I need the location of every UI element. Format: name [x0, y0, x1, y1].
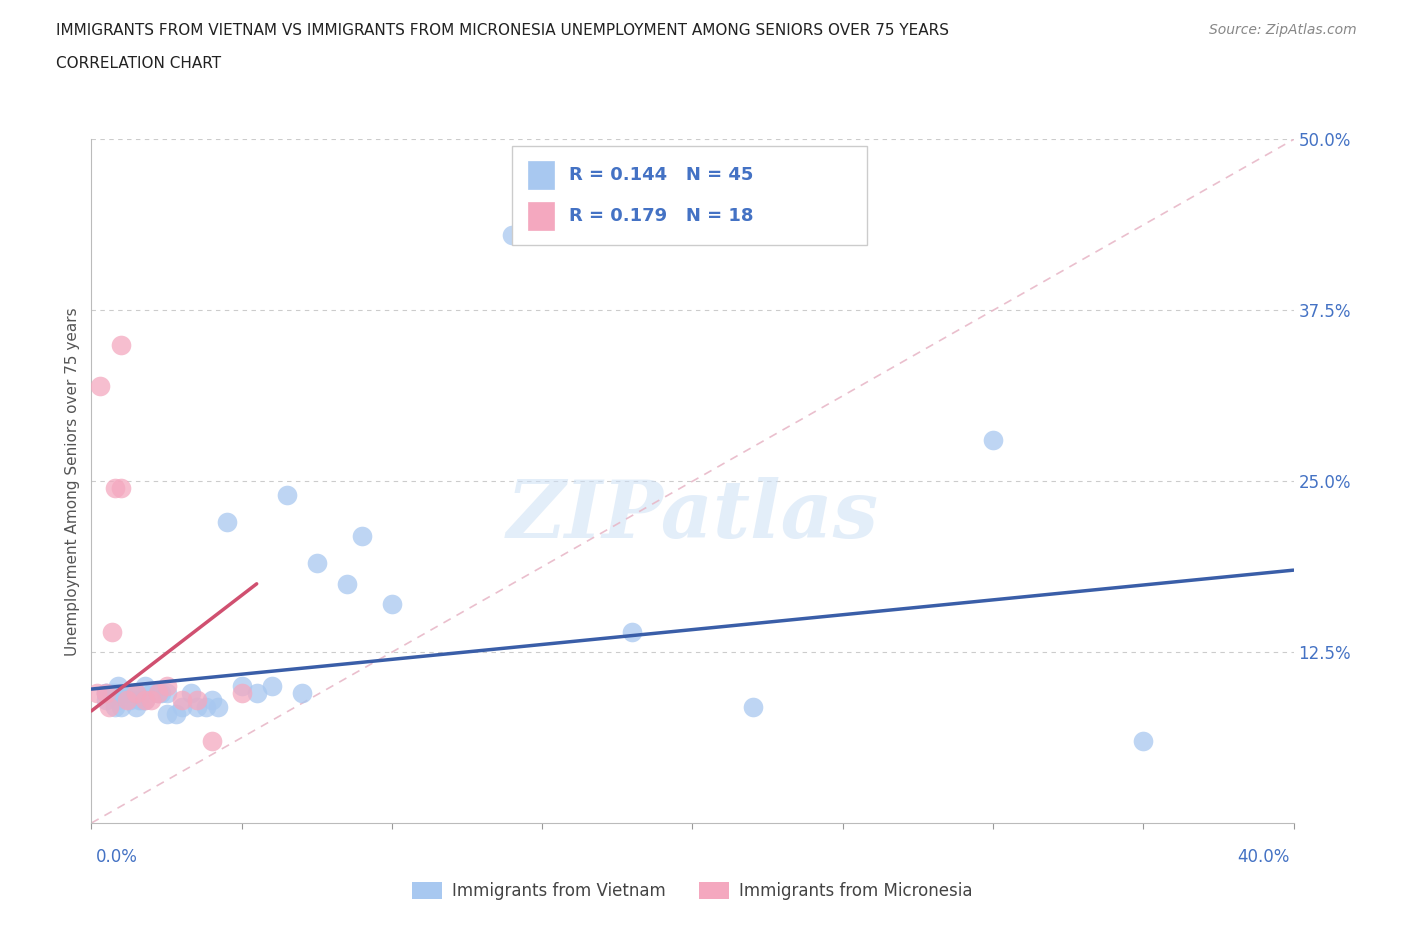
Point	[149, 685, 172, 700]
Legend: Immigrants from Vietnam, Immigrants from Micronesia: Immigrants from Vietnam, Immigrants from…	[405, 875, 980, 907]
Point	[134, 693, 156, 708]
Point	[165, 706, 187, 721]
Point	[305, 556, 328, 571]
Point	[89, 379, 111, 393]
Point	[231, 685, 253, 700]
Point	[201, 693, 224, 708]
Point	[96, 685, 118, 700]
Text: R = 0.144   N = 45: R = 0.144 N = 45	[568, 166, 754, 184]
Point	[215, 515, 238, 530]
Point	[96, 685, 118, 700]
Bar	[527, 161, 554, 190]
Point	[117, 685, 139, 700]
Point	[86, 685, 108, 700]
Point	[336, 577, 359, 591]
Text: CORRELATION CHART: CORRELATION CHART	[56, 56, 221, 71]
Point	[621, 624, 644, 639]
Text: IMMIGRANTS FROM VIETNAM VS IMMIGRANTS FROM MICRONESIA UNEMPLOYMENT AMONG SENIORS: IMMIGRANTS FROM VIETNAM VS IMMIGRANTS FR…	[56, 23, 949, 38]
Point	[155, 679, 177, 694]
Text: 0.0%: 0.0%	[96, 848, 138, 866]
Point	[141, 685, 163, 700]
Bar	[527, 202, 554, 231]
Point	[170, 699, 193, 714]
Point	[101, 624, 124, 639]
Point	[207, 699, 229, 714]
Point	[110, 699, 132, 714]
Point	[110, 338, 132, 352]
Point	[125, 685, 148, 700]
Point	[120, 693, 142, 708]
Text: 40.0%: 40.0%	[1237, 848, 1289, 866]
Point	[186, 693, 208, 708]
Point	[246, 685, 269, 700]
Point	[134, 679, 156, 694]
Point	[741, 699, 763, 714]
Point	[134, 693, 156, 708]
Point	[501, 228, 523, 243]
Point	[110, 481, 132, 496]
Point	[231, 679, 253, 694]
Point	[146, 685, 169, 700]
Point	[98, 699, 121, 714]
Point	[96, 693, 118, 708]
Point	[101, 685, 124, 700]
Point	[260, 679, 283, 694]
Text: Source: ZipAtlas.com: Source: ZipAtlas.com	[1209, 23, 1357, 37]
Point	[350, 528, 373, 543]
FancyBboxPatch shape	[512, 146, 866, 246]
Point	[981, 432, 1004, 447]
Point	[104, 481, 127, 496]
Point	[141, 693, 163, 708]
Point	[128, 693, 150, 708]
Point	[125, 699, 148, 714]
Text: R = 0.179   N = 18: R = 0.179 N = 18	[568, 207, 754, 225]
Point	[117, 693, 139, 708]
Point	[170, 693, 193, 708]
Point	[110, 685, 132, 700]
Point	[194, 699, 217, 714]
Point	[381, 597, 404, 612]
Point	[155, 706, 177, 721]
Point	[180, 685, 202, 700]
Y-axis label: Unemployment Among Seniors over 75 years: Unemployment Among Seniors over 75 years	[65, 307, 80, 656]
Point	[146, 685, 169, 700]
Point	[155, 685, 177, 700]
Point	[291, 685, 314, 700]
Point	[131, 693, 153, 708]
Point	[276, 487, 298, 502]
Point	[107, 679, 129, 694]
Point	[186, 699, 208, 714]
Point	[201, 734, 224, 749]
Point	[107, 693, 129, 708]
Point	[125, 685, 148, 700]
Point	[1132, 734, 1154, 749]
Point	[104, 685, 127, 700]
Text: ZIPatlas: ZIPatlas	[506, 477, 879, 554]
Point	[96, 685, 118, 700]
Point	[104, 699, 127, 714]
